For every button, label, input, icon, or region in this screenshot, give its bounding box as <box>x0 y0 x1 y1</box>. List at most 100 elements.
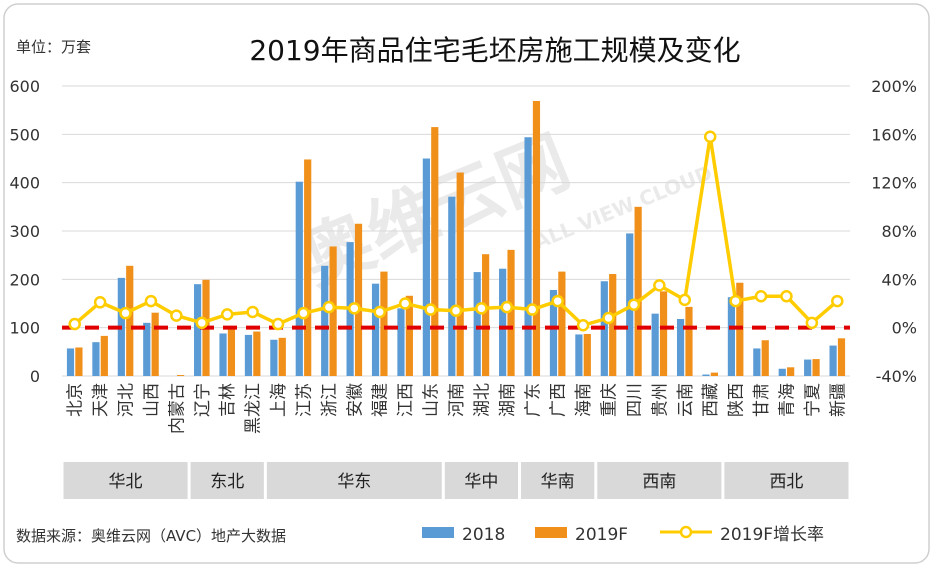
category-label: 陕西 <box>727 383 747 417</box>
left-axis-ticks: 0 100 200 300 400 500 600 <box>9 77 40 386</box>
unit-label: 单位：万套 <box>16 38 91 56</box>
category-label: 安徽 <box>345 383 365 417</box>
category-label: 山西 <box>142 383 162 417</box>
bar-2018 <box>651 313 659 376</box>
category-label: 宁夏 <box>803 383 823 417</box>
region-band <box>190 462 264 499</box>
left-tick-label: 400 <box>9 174 40 193</box>
right-tick-label: 120% <box>871 174 917 193</box>
category-label: 内蒙古 <box>167 383 187 434</box>
category-label: 广西 <box>549 383 569 417</box>
bar-2019f <box>380 271 388 376</box>
bar-2019f <box>685 306 693 376</box>
bar-2018 <box>92 342 100 376</box>
bar-2019f <box>710 372 718 376</box>
bar-2019f <box>431 127 439 376</box>
bar-2019f <box>634 206 642 376</box>
bar-2018 <box>244 334 253 376</box>
right-tick-label: 200% <box>871 77 917 96</box>
right-tick-label: 0% <box>892 319 917 338</box>
bar-2018 <box>676 318 685 376</box>
growth-point <box>271 317 285 331</box>
growth-point <box>526 303 539 316</box>
bar-2018 <box>829 345 837 376</box>
legend-label-2019f: 2019F <box>575 525 628 545</box>
growth-point <box>449 304 463 317</box>
bar-2019f <box>405 295 413 376</box>
region-band <box>63 462 188 499</box>
region-label: 西南 <box>642 472 676 492</box>
category-labels: 北京 天津 河北 山西 内蒙古 辽宁 吉林 黑龙江 上海 江苏 浙江 安徽 福建 江西 山东 河南 湖北 湖南 广东… <box>66 383 849 434</box>
category-label: 福建 <box>371 383 391 417</box>
right-tick-label: 80% <box>881 222 917 241</box>
region-band <box>444 462 519 499</box>
category-label: 河南 <box>447 383 467 417</box>
bar-2019f <box>75 347 83 376</box>
category-label: 广东 <box>523 383 543 417</box>
bar-2019f <box>354 223 363 376</box>
category-label: 海南 <box>574 383 594 417</box>
category-label: 青海 <box>777 383 797 417</box>
category-label: 北京 <box>66 383 86 417</box>
legend-swatch-2018 <box>422 527 454 538</box>
bar-2019f <box>482 254 490 376</box>
bar-2018 <box>702 374 710 376</box>
growth-point <box>220 308 234 321</box>
bar-2018 <box>778 368 786 376</box>
category-label: 上海 <box>269 383 289 417</box>
bar-2018 <box>549 289 558 376</box>
bar-2018 <box>66 348 75 376</box>
growth-point <box>475 302 488 315</box>
bar-2018 <box>575 334 583 376</box>
bar-2019f <box>176 375 185 376</box>
bar-2019f <box>532 100 541 376</box>
growth-point <box>144 294 158 308</box>
category-label: 辽宁 <box>193 383 213 417</box>
growth-point <box>703 130 717 143</box>
category-label: 黑龙江 <box>244 383 264 434</box>
bar-2018 <box>143 322 151 376</box>
bar-2019f <box>761 340 769 376</box>
bar-2018 <box>524 137 532 376</box>
bar-2019f <box>456 172 464 376</box>
region-band <box>597 462 722 499</box>
bar-2018 <box>194 284 202 376</box>
region-label: 东北 <box>210 472 244 492</box>
bar-2019f <box>659 291 668 376</box>
legend-swatch-growth-marker <box>679 525 693 539</box>
bar-2018 <box>422 158 430 376</box>
left-tick-label: 600 <box>9 77 40 96</box>
growth-point <box>424 303 437 316</box>
bar-2018 <box>321 265 329 376</box>
growth-point <box>729 294 742 308</box>
bar-2019f <box>126 265 134 376</box>
left-tick-label: 300 <box>9 222 40 241</box>
category-label: 江苏 <box>294 383 314 417</box>
growth-point <box>602 311 615 325</box>
category-label: 河北 <box>117 383 137 417</box>
bar-2019f <box>787 367 795 376</box>
bar-2018 <box>371 283 380 376</box>
category-label: 甘肃 <box>752 383 772 417</box>
growth-point <box>780 290 793 303</box>
left-tick-label: 100 <box>9 319 40 338</box>
category-label: 吉林 <box>218 383 238 417</box>
region-band <box>521 462 595 499</box>
growth-point <box>551 294 564 308</box>
category-label: 湖南 <box>498 383 518 417</box>
bar-2018 <box>270 339 278 376</box>
bar-2019f <box>583 333 591 376</box>
growth-point <box>500 300 514 314</box>
right-tick-label: 40% <box>881 270 917 289</box>
chart-border <box>3 3 930 564</box>
right-tick-label: 160% <box>871 125 917 144</box>
legend-swatch-2019f <box>535 527 567 538</box>
growth-point <box>805 316 819 330</box>
growth-point <box>627 298 641 311</box>
bar-2018 <box>473 272 481 376</box>
category-label: 山东 <box>422 383 442 417</box>
growth-point <box>576 319 590 332</box>
bar-2018 <box>448 196 456 376</box>
